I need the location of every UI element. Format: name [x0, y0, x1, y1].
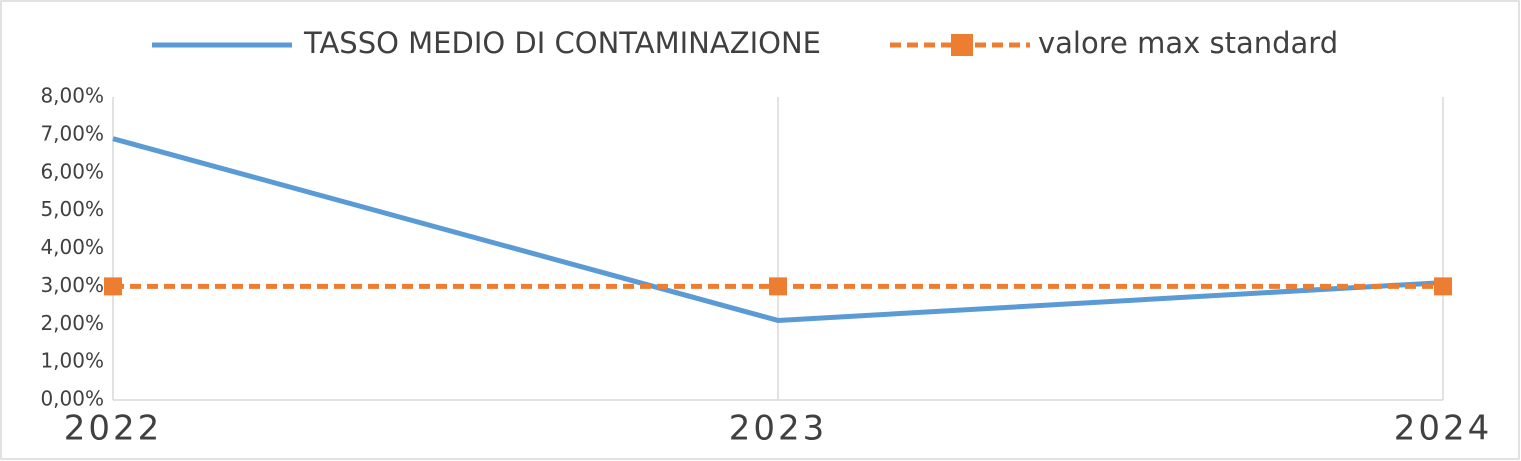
legend-marker — [951, 34, 973, 56]
legend-label: TASSO MEDIO DI CONTAMINAZIONE — [303, 26, 821, 60]
series-line — [112, 136, 1444, 323]
y-tick-label: 4,00% — [40, 235, 104, 259]
y-tick-label: 8,00% — [40, 84, 104, 108]
data-point — [769, 277, 787, 296]
x-tick-label: 2022 — [64, 409, 163, 449]
y-tick-label: 1,00% — [40, 349, 104, 373]
legend-label: valore max standard — [1038, 26, 1338, 60]
y-tick-label: 0,00% — [40, 387, 104, 411]
y-tick-label: 5,00% — [40, 197, 104, 221]
x-tick-label: 2024 — [1394, 409, 1493, 449]
data-point — [1434, 277, 1452, 296]
y-tick-label: 2,00% — [40, 311, 104, 335]
data-point — [104, 277, 122, 296]
y-tick-label: 3,00% — [40, 273, 104, 297]
y-tick-label: 7,00% — [40, 121, 104, 145]
y-tick-label: 6,00% — [40, 159, 104, 183]
x-tick-label: 2023 — [729, 409, 828, 449]
